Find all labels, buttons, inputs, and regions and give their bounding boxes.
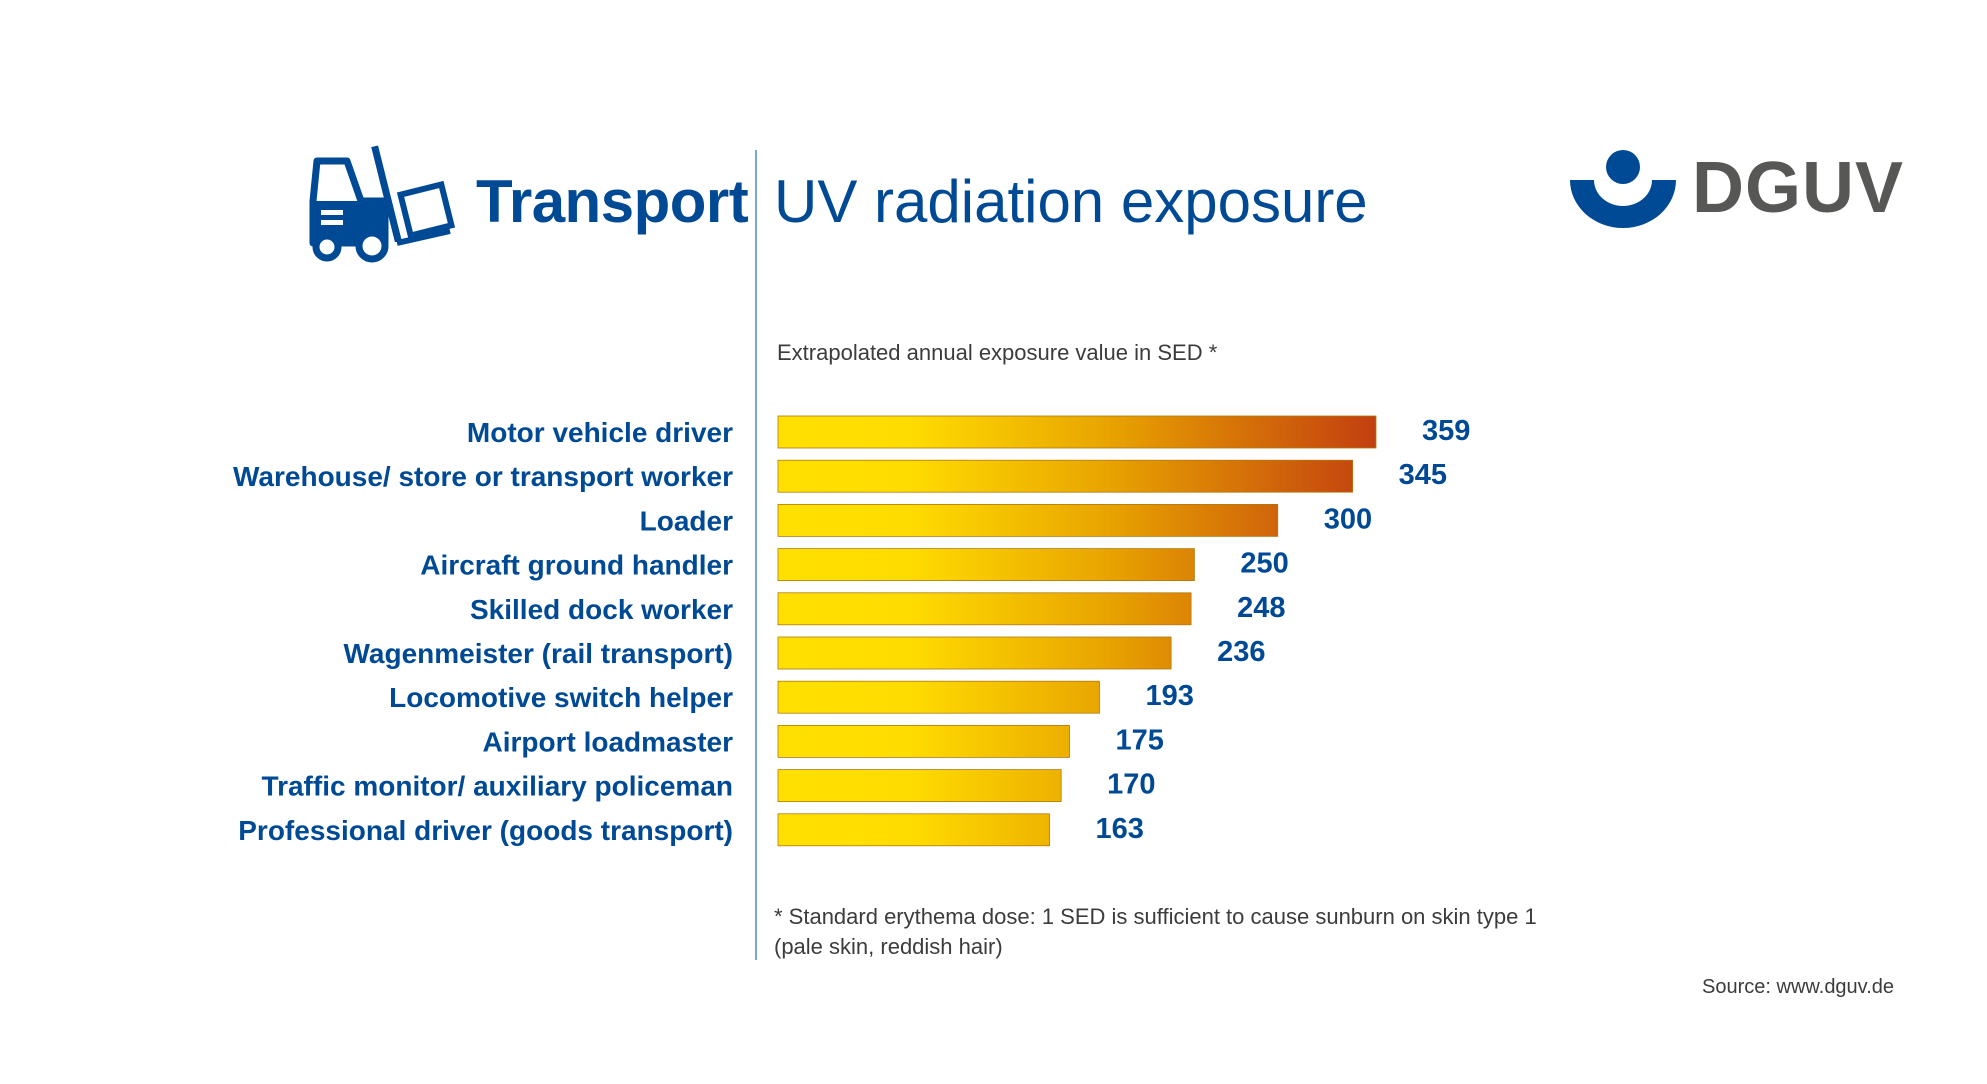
category-label: Locomotive switch helper xyxy=(389,682,733,713)
category-label: Motor vehicle driver xyxy=(467,417,733,448)
bar xyxy=(777,680,1100,714)
page-title: UV radiation exposure xyxy=(774,168,1368,235)
bar xyxy=(777,415,1377,449)
forklift-icon xyxy=(309,145,455,263)
dguv-logo-mark-icon xyxy=(1570,150,1676,228)
category-label: Warehouse/ store or transport worker xyxy=(233,461,733,492)
value-label: 359 xyxy=(1422,415,1470,447)
value-label: 163 xyxy=(1096,813,1144,845)
value-label: 248 xyxy=(1237,592,1285,624)
bar xyxy=(777,592,1192,626)
value-label: 345 xyxy=(1399,459,1447,491)
category-label: Loader xyxy=(640,505,733,536)
bar xyxy=(777,769,1062,802)
dguv-logo: DGUV xyxy=(1568,150,1903,240)
category-label: Skilled dock worker xyxy=(470,594,733,625)
value-label: 193 xyxy=(1145,680,1193,712)
bar xyxy=(777,636,1172,670)
bar xyxy=(777,813,1050,847)
category-label: Professional driver (goods transport) xyxy=(238,815,733,846)
category-title: Transport xyxy=(476,168,749,235)
chart-title: Extrapolated annual exposure value in SE… xyxy=(777,340,1218,365)
value-label: 250 xyxy=(1240,548,1288,580)
category-label: Aircraft ground handler xyxy=(420,550,733,581)
category-label: Wagenmeister (rail transport) xyxy=(344,638,733,669)
header-divider xyxy=(755,150,757,960)
bar xyxy=(777,503,1279,537)
category-label: Airport loadmaster xyxy=(483,726,734,757)
footnote-line-1: * Standard erythema dose: 1 SED is suffi… xyxy=(774,904,1537,929)
bar xyxy=(777,725,1070,758)
category-label: Traffic monitor/ auxiliary policeman xyxy=(262,771,733,802)
value-label: 170 xyxy=(1107,769,1155,801)
bar xyxy=(777,459,1354,493)
source-note: Source: www.dguv.de xyxy=(1702,976,1894,998)
footnote: * Standard erythema dose: 1 SED is suffi… xyxy=(774,902,1674,962)
footnote-line-2: (pale skin, reddish hair) xyxy=(774,934,1003,959)
value-label: 175 xyxy=(1116,724,1164,756)
value-label: 300 xyxy=(1324,503,1372,535)
logo-text: DGUV xyxy=(1692,148,1905,228)
bar xyxy=(777,548,1195,581)
value-label: 236 xyxy=(1217,636,1265,668)
